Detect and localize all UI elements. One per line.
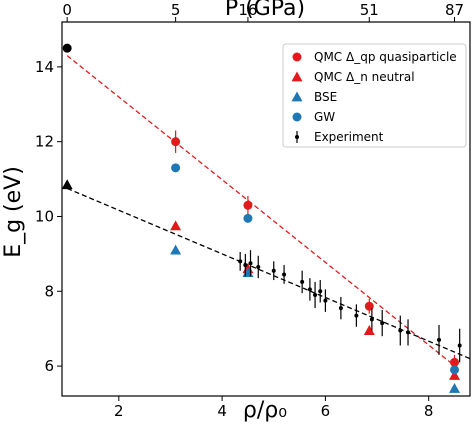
data-point xyxy=(170,220,182,231)
data-point xyxy=(248,261,253,266)
top-tick-label: 51 xyxy=(360,1,379,19)
data-point xyxy=(450,365,460,375)
data-point xyxy=(307,287,312,292)
data-point xyxy=(243,263,248,268)
fit-line xyxy=(66,187,471,360)
legend-marker xyxy=(295,135,299,139)
data-point xyxy=(313,293,318,298)
legend-label: QMC Δ_qp quasiparticle xyxy=(314,50,457,64)
data-point xyxy=(300,279,305,284)
data-point xyxy=(256,264,261,269)
top-tick-label: 5 xyxy=(171,1,181,19)
y-tick-label: 6 xyxy=(44,357,54,375)
legend-label: Experiment xyxy=(314,130,384,144)
legend-box xyxy=(282,43,467,148)
data-point xyxy=(61,179,73,190)
data-point xyxy=(62,43,72,53)
x-tick-label: 8 xyxy=(424,402,434,420)
x-tick-label: 4 xyxy=(217,402,227,420)
data-point xyxy=(449,369,461,380)
data-point xyxy=(243,213,253,223)
legend-marker xyxy=(291,91,303,102)
legend-marker xyxy=(291,71,303,82)
data-point xyxy=(170,244,182,255)
fit-line xyxy=(66,55,461,371)
x-tick-label: 2 xyxy=(114,402,124,420)
legend-label: BSE xyxy=(314,90,337,104)
legend-marker xyxy=(292,112,302,122)
x-tick-label: 6 xyxy=(321,402,331,420)
legend: QMC Δ_qp quasiparticle QMC Δ_n neutral BSE… xyxy=(282,43,467,148)
data-point xyxy=(437,337,442,342)
legend-label: QMC Δ_n neutral xyxy=(314,70,415,84)
data-point xyxy=(449,383,461,393)
data-point xyxy=(406,330,411,335)
data-point xyxy=(171,163,181,173)
data-point xyxy=(171,137,181,147)
data-point xyxy=(363,325,375,335)
top-tick-label: 87 xyxy=(445,1,464,19)
data-point xyxy=(369,317,374,322)
plot-frame xyxy=(61,21,471,397)
data-point xyxy=(271,268,276,273)
top-tick-label: 0 xyxy=(62,1,72,19)
data-point xyxy=(398,328,403,333)
y-axis-label: E_g (eV) xyxy=(1,166,26,258)
data-point xyxy=(450,357,460,367)
y-tick-label: 8 xyxy=(44,282,54,300)
plot-layer: 2 4 6 8 6 8 10 12 14 0 5 16 51 87 QMC Δ_qp quasipartic… xyxy=(35,1,471,420)
data-point xyxy=(323,298,328,303)
x-axis-label: ρ/ρ₀ xyxy=(243,398,287,423)
y-tick-label: 14 xyxy=(35,58,54,76)
data-point xyxy=(243,200,253,210)
data-point xyxy=(380,321,385,326)
y-tick-label: 12 xyxy=(35,133,54,151)
data-point xyxy=(282,272,287,277)
legend-label: GW xyxy=(314,110,335,124)
data-point xyxy=(238,259,243,264)
legend-marker xyxy=(292,52,302,62)
data-point xyxy=(354,313,359,318)
data-point xyxy=(457,343,462,348)
y-tick-label: 10 xyxy=(35,207,54,225)
top-axis-label: P (GPa) xyxy=(225,0,305,21)
data-point xyxy=(318,289,323,294)
data-point xyxy=(338,306,343,311)
top-tick-label: 16 xyxy=(238,1,257,19)
